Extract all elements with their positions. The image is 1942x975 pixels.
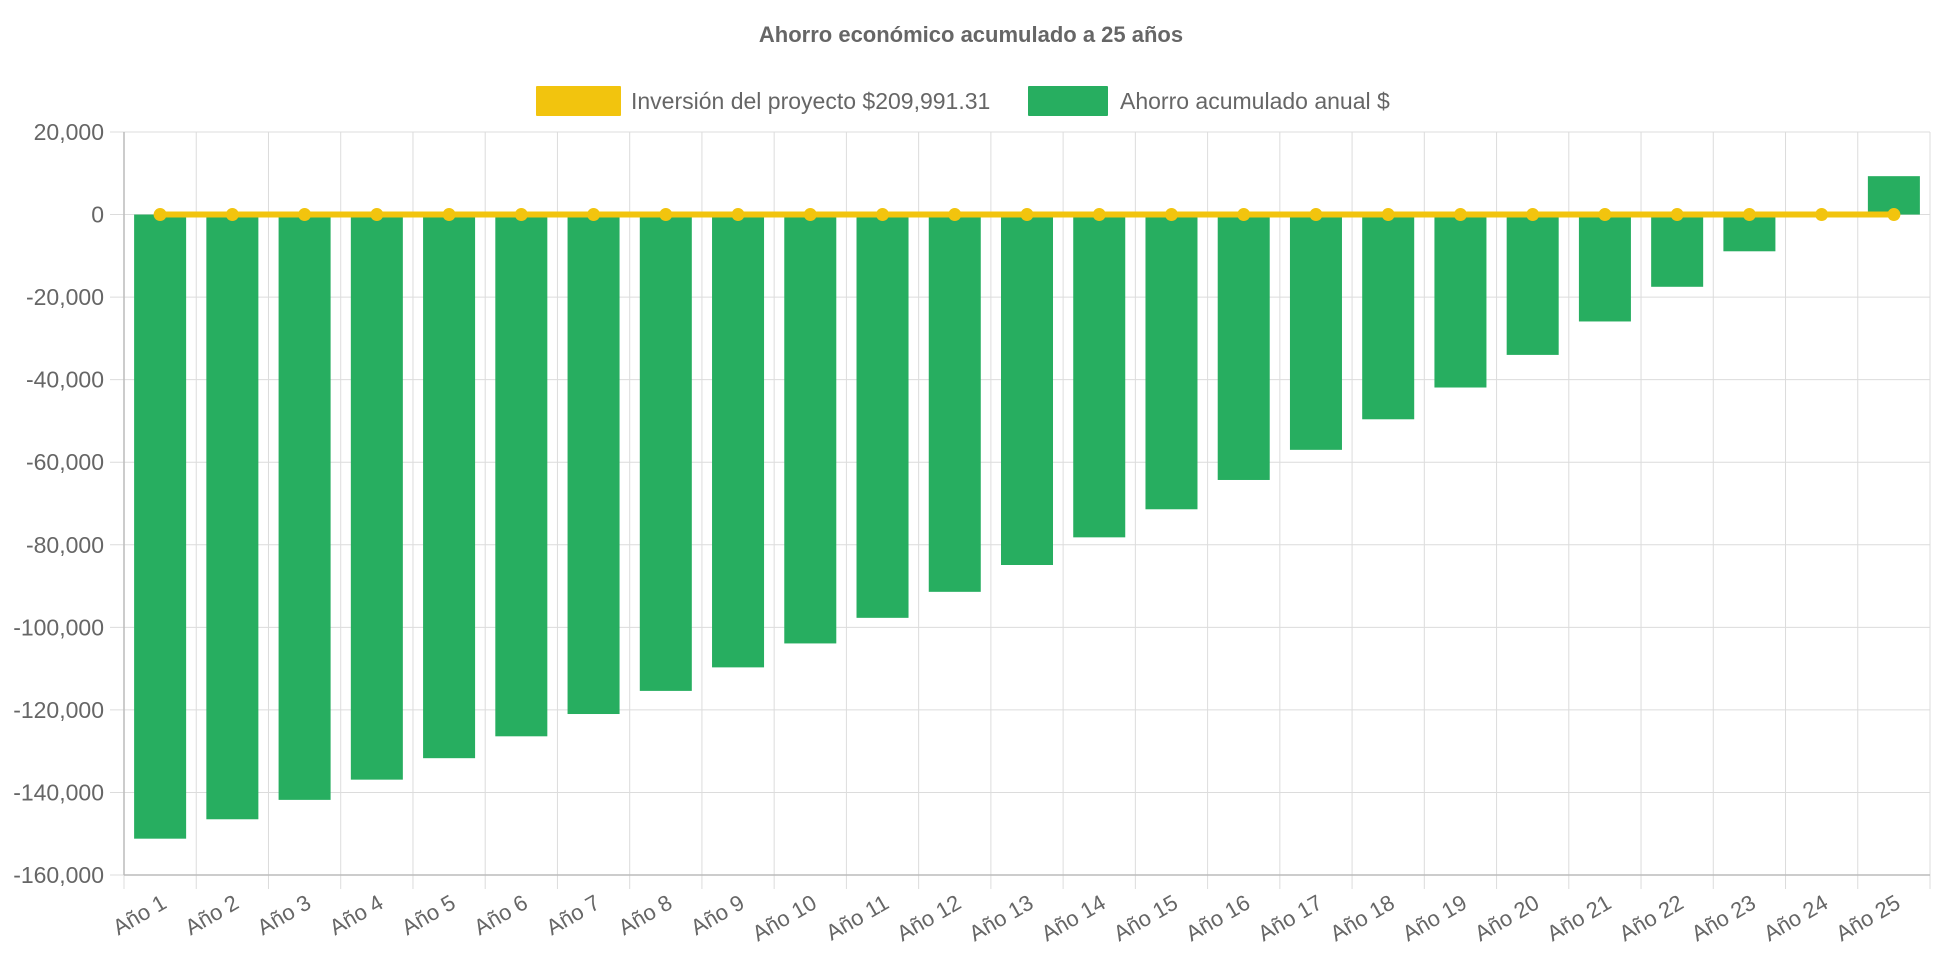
chart-title: Ahorro económico acumulado a 25 años <box>759 22 1183 47</box>
line-point[interactable] <box>1815 208 1829 222</box>
bar[interactable] <box>350 214 403 780</box>
line-point[interactable] <box>587 208 601 222</box>
x-tick-label: Año 18 <box>1326 890 1399 947</box>
legend-label-savings: Ahorro acumulado anual $ <box>1120 88 1390 114</box>
line-point[interactable] <box>298 208 312 222</box>
line-point[interactable] <box>1020 208 1034 222</box>
x-tick-label: Año 20 <box>1470 890 1543 947</box>
bar[interactable] <box>1000 214 1054 566</box>
y-axis: 20,000 0 -20,000 -40,000 -60,000 -80,000 -100,… <box>13 119 104 888</box>
x-tick-label: Año 5 <box>397 890 459 940</box>
line-point[interactable] <box>370 208 384 222</box>
x-tick-label: Año 22 <box>1615 890 1688 947</box>
legend-swatch-investment <box>536 86 621 116</box>
bar[interactable] <box>639 214 692 691</box>
y-tick-label: -160,000 <box>13 862 104 888</box>
line-point[interactable] <box>803 208 817 222</box>
bar[interactable] <box>1434 214 1487 388</box>
bar[interactable] <box>567 214 620 715</box>
x-tick-label: Año 4 <box>325 890 387 940</box>
legend-item-savings[interactable]: Ahorro acumulado anual $ <box>1028 86 1390 116</box>
y-tick-label: -100,000 <box>13 614 104 640</box>
bar[interactable] <box>423 214 476 759</box>
line-point[interactable] <box>1164 208 1178 222</box>
y-tick-label: -120,000 <box>13 697 104 723</box>
investment-line <box>153 208 1901 222</box>
line-point[interactable] <box>1381 208 1395 222</box>
y-tick-label: -140,000 <box>13 779 104 805</box>
y-tick-label: -40,000 <box>26 367 104 393</box>
bar[interactable] <box>712 214 765 668</box>
legend-item-investment[interactable]: Inversión del proyecto $209,991.31 <box>536 86 990 116</box>
y-tick-label: 20,000 <box>34 119 104 145</box>
line-point[interactable] <box>225 208 239 222</box>
line-point[interactable] <box>1237 208 1251 222</box>
bar[interactable] <box>856 214 909 618</box>
x-tick-label: Año 24 <box>1759 890 1832 947</box>
y-tick-label: -20,000 <box>26 284 104 310</box>
x-tick-label: Año 16 <box>1181 890 1254 947</box>
bar[interactable] <box>1578 214 1631 322</box>
legend-swatch-savings <box>1028 86 1108 116</box>
y-tick-label: -80,000 <box>26 532 104 558</box>
line-point[interactable] <box>1742 208 1756 222</box>
savings-bars <box>134 176 1920 839</box>
line-point[interactable] <box>442 208 456 222</box>
x-tick-label: Año 7 <box>542 890 604 940</box>
line-point[interactable] <box>1887 208 1901 222</box>
line-point[interactable] <box>1526 208 1540 222</box>
grid-lines <box>110 131 1931 889</box>
x-tick-label: Año 1 <box>108 890 170 940</box>
bar[interactable] <box>134 214 187 839</box>
x-tick-label: Año 9 <box>686 890 748 940</box>
line-point[interactable] <box>876 208 890 222</box>
bar[interactable] <box>1289 214 1342 450</box>
x-tick-label: Año 14 <box>1037 890 1110 947</box>
x-tick-label: Año 3 <box>253 890 315 940</box>
x-tick-label: Año 11 <box>822 890 893 946</box>
bar[interactable] <box>495 214 548 737</box>
line-point[interactable] <box>1670 208 1684 222</box>
x-tick-label: Año 12 <box>892 890 965 947</box>
line-point[interactable] <box>659 208 673 222</box>
bar[interactable] <box>278 214 331 800</box>
x-tick-label: Año 2 <box>181 890 243 940</box>
x-tick-label: Año 10 <box>748 890 821 947</box>
x-axis: Año 1 Año 2 Año 3 Año 4 Año 5 Año 6 Año 7 Año 8… <box>108 890 1904 947</box>
line-point[interactable] <box>731 208 745 222</box>
bar[interactable] <box>206 214 259 820</box>
x-tick-label: Año 19 <box>1398 890 1471 947</box>
legend-label-investment: Inversión del proyecto $209,991.31 <box>631 88 990 114</box>
x-tick-label: Año 17 <box>1254 890 1327 947</box>
bar[interactable] <box>928 214 981 592</box>
x-tick-label: Año 15 <box>1109 890 1182 947</box>
x-tick-label: Año 21 <box>1543 890 1616 947</box>
bar[interactable] <box>1651 214 1704 287</box>
line-point[interactable] <box>1453 208 1467 222</box>
line-point[interactable] <box>1598 208 1612 222</box>
legend: Inversión del proyecto $209,991.31 Ahorr… <box>536 86 1390 116</box>
bar[interactable] <box>1362 214 1415 420</box>
y-tick-label: 0 <box>91 202 104 228</box>
line-point[interactable] <box>1092 208 1106 222</box>
bar[interactable] <box>1145 214 1198 510</box>
line-point[interactable] <box>153 208 167 222</box>
line-point[interactable] <box>948 208 962 222</box>
x-tick-label: Año 23 <box>1687 890 1760 947</box>
y-tick-label: -60,000 <box>26 449 104 475</box>
line-point[interactable] <box>1309 208 1323 222</box>
bar[interactable] <box>1506 214 1559 355</box>
x-tick-label: Año 6 <box>470 890 532 940</box>
x-tick-label: Año 13 <box>965 890 1038 947</box>
x-tick-label: Año 8 <box>614 890 676 940</box>
bar[interactable] <box>1073 214 1126 538</box>
line-point[interactable] <box>514 208 528 222</box>
x-tick-label: Año 25 <box>1831 890 1904 947</box>
bar[interactable] <box>784 214 837 644</box>
bar[interactable] <box>1217 214 1270 480</box>
